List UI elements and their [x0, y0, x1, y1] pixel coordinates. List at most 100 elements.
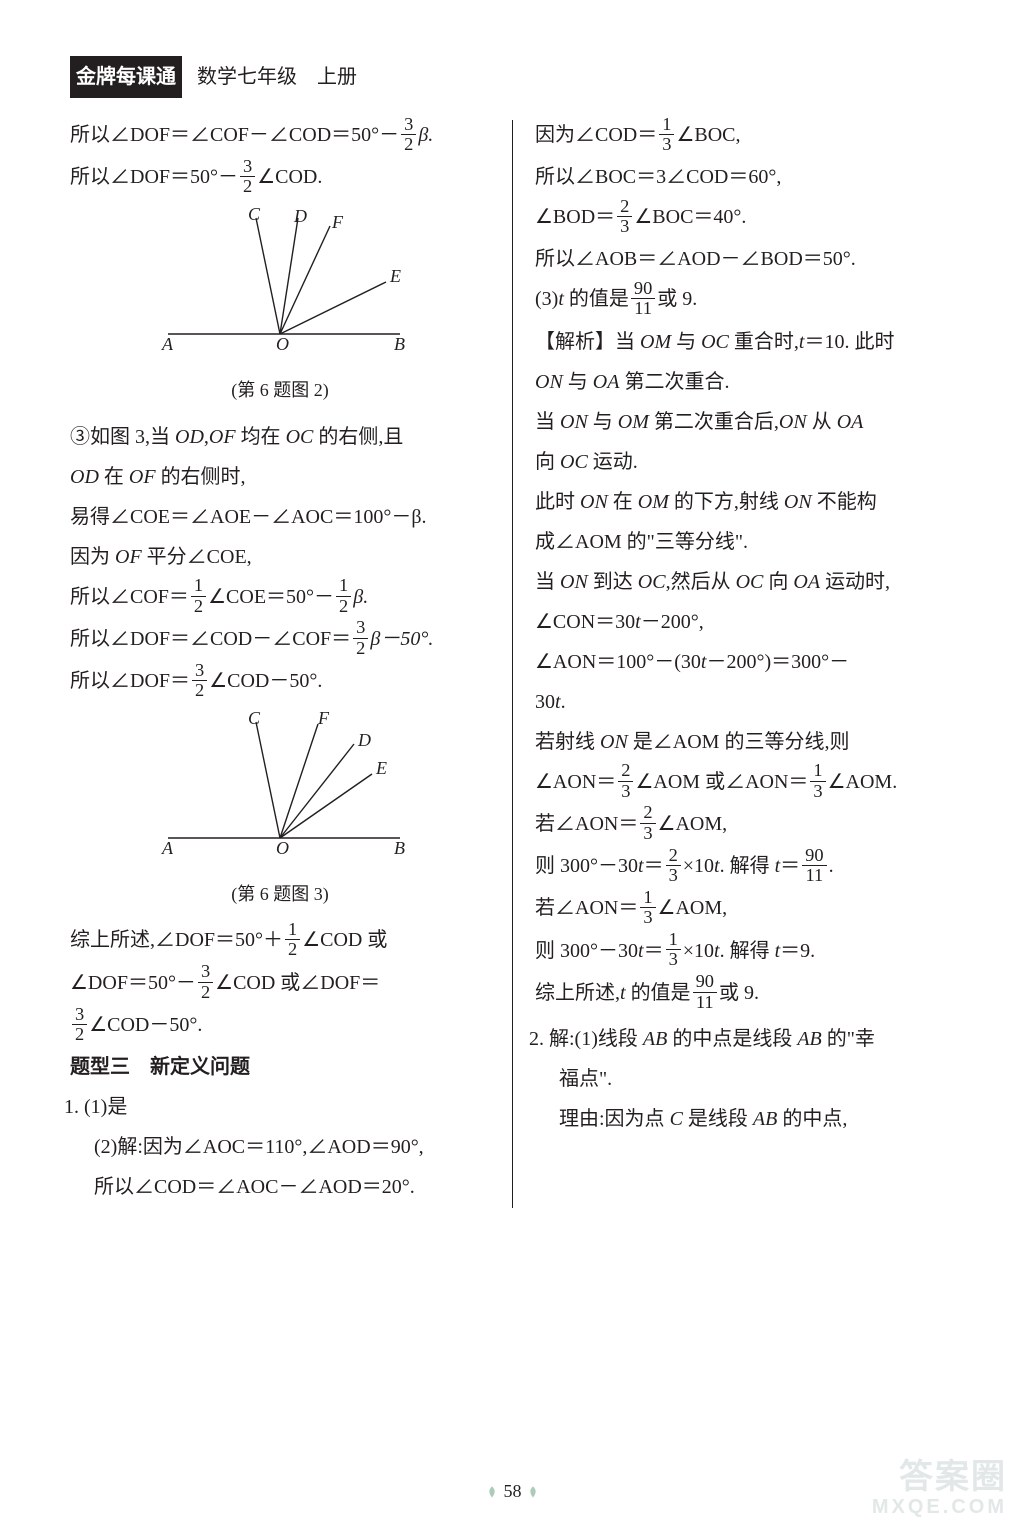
text: OA	[837, 411, 864, 433]
text: －200°,	[641, 611, 704, 633]
text: 此时	[535, 491, 580, 513]
text: 所以∠DOF＝∠COD－∠COF＝	[70, 628, 351, 650]
figure-2: A O B C F D E	[70, 710, 490, 873]
two-column-layout: 所以∠DOF＝∠COF－∠COD＝50°－ 32 β. 所以∠DOF＝50°－32∠…	[70, 116, 955, 1208]
fraction: 13	[640, 888, 655, 928]
text: 的中点,	[777, 1108, 847, 1130]
text: ON	[600, 731, 628, 753]
text-line: 当 ON 到达 OC,然后从 OC 向 OA 运动时,	[535, 563, 955, 601]
text: OF	[129, 466, 156, 488]
text: ∠BOC,	[676, 124, 740, 146]
text: β.	[418, 124, 433, 146]
text: 的下方,射线	[669, 491, 784, 513]
text: 向	[535, 451, 560, 473]
svg-text:A: A	[161, 838, 174, 858]
text: OD	[175, 426, 204, 448]
text-line: 因为 OF 平分∠COE,	[70, 538, 490, 576]
fraction: 9011	[693, 972, 717, 1012]
text: ∠AOM,	[658, 813, 728, 835]
text: . 解得	[720, 940, 775, 962]
text: OC	[560, 451, 588, 473]
text-line: 【解析】当 OM 与 OC 重合时,t＝10. 此时	[535, 323, 955, 361]
text-line: 所以∠DOF＝50°－32∠COD.	[70, 158, 490, 198]
text-line: ON 与 OA 第二次重合.	[535, 363, 955, 401]
text: 所以∠DOF＝	[70, 670, 190, 692]
fraction: 23	[617, 197, 632, 237]
figure-caption: (第 6 题图 3)	[70, 877, 490, 911]
text: 因为∠COD＝	[535, 124, 657, 146]
angle-diagram-svg: A O B C D F E	[150, 206, 410, 356]
svg-text:A: A	[161, 334, 174, 354]
text: 重合时,	[729, 331, 799, 353]
fraction: 13	[810, 761, 825, 801]
svg-text:F: F	[331, 212, 344, 232]
svg-text:F: F	[317, 710, 330, 728]
text-line: ∠CON＝30t－200°,	[535, 603, 955, 641]
text-line: 易得∠COE＝∠AOE－∠AOC＝100°－β.	[70, 498, 490, 536]
text: ＝	[644, 855, 664, 877]
page-header: 金牌每课通 数学七年级 上册	[70, 56, 955, 98]
left-column: 所以∠DOF＝∠COF－∠COD＝50°－ 32 β. 所以∠DOF＝50°－32∠…	[70, 116, 490, 1208]
text: 若射线	[535, 731, 600, 753]
fraction: 13	[666, 930, 681, 970]
text: ∠COE＝50°－	[208, 586, 334, 608]
text: ×10	[683, 855, 714, 877]
text: 是线段	[683, 1108, 753, 1130]
text: ON	[560, 411, 588, 433]
text: 的值是	[564, 288, 629, 310]
text-line: 若∠AON＝13∠AOM,	[535, 889, 955, 929]
header-badge: 金牌每课通	[70, 56, 182, 98]
text: 或 9.	[719, 982, 759, 1004]
text: 与	[563, 371, 593, 393]
text: .	[561, 691, 566, 713]
svg-text:C: C	[248, 710, 261, 728]
text: 所以∠DOF＝∠COF－∠COD＝50°－	[70, 124, 399, 146]
text: 在	[99, 466, 129, 488]
text: ∠COD－50°.	[209, 670, 322, 692]
text-line: 所以∠COF＝12∠COE＝50°－12β.	[70, 578, 490, 618]
text-line: 1. (1)是	[64, 1088, 490, 1126]
page-root: 金牌每课通 数学七年级 上册 所以∠DOF＝∠COF－∠COD＝50°－ 32 β.…	[0, 0, 1025, 1248]
text: 到达	[588, 571, 638, 593]
text: (3)	[535, 288, 558, 310]
fraction: 32	[353, 618, 368, 658]
text: OC	[286, 426, 314, 448]
fraction: 32	[198, 962, 213, 1002]
leaf-icon	[485, 1485, 499, 1499]
text: 若∠AON＝	[535, 813, 638, 835]
text: 若∠AON＝	[535, 897, 638, 919]
text: 平分∠COE,	[142, 546, 252, 568]
text: 是∠AOM 的三等分线,则	[628, 731, 850, 753]
header-subtitle: 数学七年级 上册	[197, 66, 357, 88]
text: 或 9.	[657, 288, 697, 310]
text-line: 则 300°－30t＝13×10t. 解得 t＝9.	[535, 932, 955, 972]
svg-text:D: D	[357, 730, 371, 750]
text-line: 32∠COD－50°.	[70, 1006, 490, 1046]
text: ON	[779, 411, 807, 433]
text: AB	[753, 1108, 777, 1130]
text-line: 所以∠COD＝∠AOC－∠AOD＝20°.	[70, 1168, 490, 1206]
text: ∠COD－50°.	[89, 1014, 202, 1036]
watermark-line2: MXQE.COM	[872, 1496, 1007, 1518]
text-line: 若∠AON＝23∠AOM,	[535, 805, 955, 845]
text-line: ③如图 3,当 OD,OF 均在 OC 的右侧,且	[70, 418, 490, 456]
angle-diagram-svg: A O B C F D E	[150, 710, 410, 860]
page-number-text: 58	[504, 1481, 522, 1501]
svg-text:B: B	[394, 334, 405, 354]
text-line: 2. 解:(1)线段 AB 的中点是线段 AB 的"幸	[529, 1020, 955, 1058]
text: ×10	[683, 940, 714, 962]
text: ∠DOF＝50°－	[70, 972, 196, 994]
watermark-line1: 答案圈	[872, 1459, 1007, 1496]
text: ∠COD 或	[302, 929, 387, 951]
text-line: 所以∠DOF＝∠COD－∠COF＝32β－50°.	[70, 620, 490, 660]
text-line: 向 OC 运动.	[535, 443, 955, 481]
text: 的右侧,且	[313, 426, 403, 448]
svg-text:E: E	[375, 758, 387, 778]
text: 则 300°－30	[535, 855, 638, 877]
text: 第二次重合后,	[649, 411, 779, 433]
fraction: 23	[618, 761, 633, 801]
text: 的中点是线段	[667, 1028, 797, 1050]
text-line: 所以∠AOB＝∠AOD－∠BOD＝50°.	[535, 240, 955, 278]
text: ∠AOM,	[658, 897, 728, 919]
text: －200°)＝300°－	[706, 651, 849, 673]
